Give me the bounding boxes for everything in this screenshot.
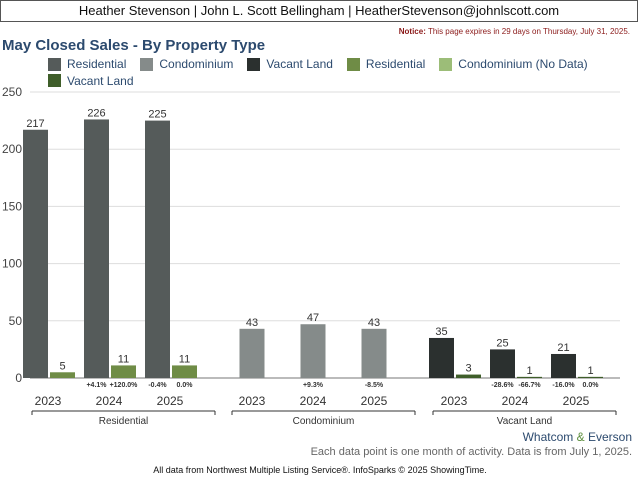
- group-label: Vacant Land: [497, 416, 552, 427]
- year-tick-label: 2025: [361, 394, 388, 408]
- region-label: Whatcom & Everson: [523, 430, 632, 444]
- legend-item[interactable]: Vacant Land: [48, 74, 134, 88]
- legend-label: Vacant Land: [67, 73, 134, 88]
- group-label: Residential: [99, 416, 148, 427]
- change-label: 0.0%: [583, 382, 600, 389]
- legend-swatch: [439, 57, 453, 71]
- bar: [429, 337, 454, 378]
- bar: [551, 353, 576, 378]
- contact-header: Heather Stevenson | John L. Scott Bellin…: [0, 0, 638, 22]
- legend-label: Residential: [67, 57, 127, 71]
- bar: [172, 365, 197, 378]
- bar: [300, 324, 326, 378]
- year-tick-label: 2023: [239, 394, 266, 408]
- change-label: -28.6%: [491, 382, 514, 389]
- year-tick-label: 2024: [502, 394, 529, 408]
- legend-swatch: [140, 57, 154, 71]
- legend-label: Residential: [365, 57, 426, 71]
- bar-value-label: 21: [557, 342, 569, 354]
- legend-swatch: [346, 57, 360, 71]
- bar: [111, 365, 136, 378]
- legend-swatch: [48, 74, 61, 87]
- bar-value-label: 1: [587, 365, 593, 377]
- y-tick-label: 150: [2, 199, 22, 213]
- bar: [578, 376, 603, 378]
- legend-item[interactable]: Condominium (No Data): [439, 57, 588, 71]
- legend-item[interactable]: Residential: [346, 57, 426, 71]
- legend-item[interactable]: Condominium: [140, 57, 233, 71]
- bar-value-label: 226: [87, 107, 105, 119]
- data-source: All data from Northwest Multiple Listing…: [153, 465, 487, 475]
- bar-value-label: 5: [59, 360, 65, 372]
- change-label: 0.0%: [177, 382, 194, 389]
- change-label: -8.5%: [365, 382, 384, 389]
- bar: [145, 120, 170, 378]
- year-tick-label: 2023: [441, 394, 468, 408]
- region-amp: &: [573, 430, 588, 444]
- bar: [456, 374, 481, 378]
- y-tick-label: 0: [15, 371, 22, 385]
- y-tick-label: 200: [2, 142, 22, 156]
- contact-text: Heather Stevenson | John L. Scott Bellin…: [78, 3, 560, 18]
- y-tick-label: 100: [2, 257, 22, 271]
- year-tick-label: 2024: [300, 394, 327, 408]
- legend-item[interactable]: Residential: [48, 57, 126, 71]
- bar-value-label: 1: [526, 365, 532, 377]
- year-tick-label: 2025: [563, 394, 590, 408]
- bar-value-label: 43: [368, 317, 380, 329]
- legend-swatch: [247, 57, 261, 71]
- bar: [239, 328, 265, 378]
- y-tick-label: 250: [2, 85, 22, 99]
- bar: [23, 129, 48, 378]
- legend-item[interactable]: Vacant Land: [247, 57, 333, 71]
- group-label: Condominium: [293, 416, 355, 427]
- year-tick-label: 2025: [157, 394, 184, 408]
- bar-value-label: 47: [307, 312, 319, 324]
- bar-value-label: 217: [26, 118, 44, 130]
- legend-label: Condominium (No Data): [458, 57, 588, 71]
- bar-chart: 05010015020025021752023226+4.1%11+120.0%…: [2, 85, 620, 427]
- change-label: +9.3%: [303, 382, 324, 389]
- year-tick-label: 2024: [96, 394, 123, 408]
- bar: [517, 376, 542, 378]
- bar: [84, 119, 109, 379]
- bar-value-label: 25: [496, 337, 508, 349]
- change-label: -66.7%: [518, 382, 541, 389]
- expiry-notice: Notice: This page expires in 29 days on …: [399, 27, 630, 36]
- bar-value-label: 35: [435, 326, 447, 338]
- change-label: +4.1%: [86, 382, 107, 389]
- bar: [361, 328, 387, 378]
- y-tick-label: 50: [9, 314, 23, 328]
- region-b: Everson: [587, 430, 632, 444]
- region-a: Whatcom: [522, 430, 574, 444]
- change-label: -0.4%: [148, 382, 167, 389]
- legend-label: Vacant Land: [266, 57, 333, 71]
- notice-label: Notice:: [398, 27, 426, 36]
- data-note: Each data point is one month of activity…: [310, 446, 632, 458]
- year-tick-label: 2023: [35, 394, 62, 408]
- bar-value-label: 11: [179, 353, 190, 365]
- bar-value-label: 3: [465, 363, 471, 375]
- bar: [50, 372, 75, 378]
- bar-value-label: 225: [148, 109, 166, 121]
- bar-value-label: 11: [118, 353, 129, 365]
- change-label: +120.0%: [110, 382, 139, 389]
- bar-value-label: 43: [246, 317, 258, 329]
- chart-legend: Residential Condominium Vacant Land Residen…: [48, 57, 628, 90]
- bar: [490, 349, 515, 378]
- chart-title: May Closed Sales - By Property Type: [2, 37, 266, 54]
- legend-swatch: [48, 57, 61, 71]
- notice-text: This page expires in 29 days on Thursday…: [425, 27, 630, 36]
- legend-label: Condominium: [159, 57, 234, 71]
- change-label: -16.0%: [552, 382, 575, 389]
